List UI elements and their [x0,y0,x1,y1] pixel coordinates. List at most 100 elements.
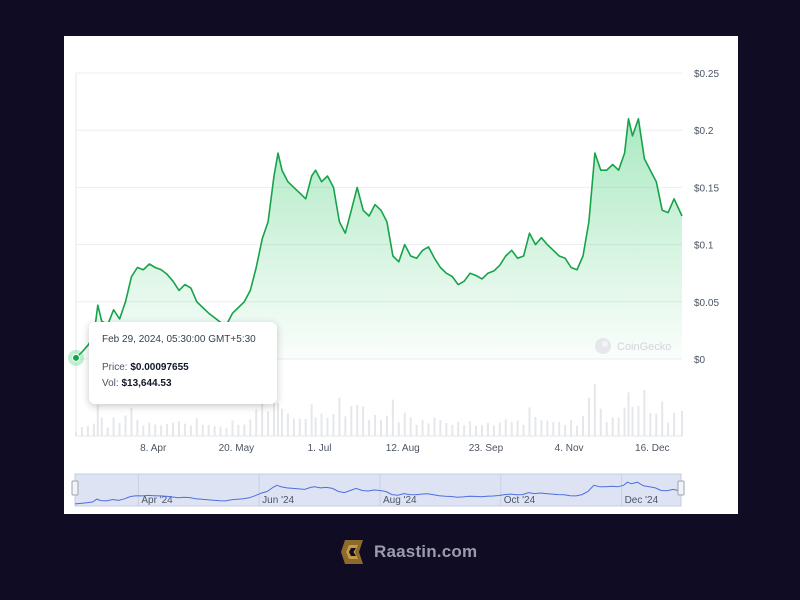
volume-bar [510,421,513,436]
volume-bar [581,415,584,436]
price-tooltip: Feb 29, 2024, 05:30:00 GMT+5:30 Price: $… [89,322,277,404]
volume-bar [667,422,670,436]
tooltip-date: Feb 29, 2024, 05:30:00 GMT+5:30 [102,334,256,345]
volume-bar [409,417,412,436]
navigator-handle-left[interactable] [71,480,79,496]
volume-bar [445,423,448,436]
volume-bar [286,413,289,436]
volume-bar [439,420,442,436]
volume-bar [475,425,478,436]
raastin-logo-icon [341,540,363,564]
volume-bar [124,415,127,436]
volume-bar [304,419,307,436]
price-line[interactable] [75,118,683,359]
volume-bar [587,397,590,436]
brand-footer: Raastin.com [337,539,477,565]
volume-bar [172,422,175,436]
volume-bar [314,417,317,436]
volume-bar [546,420,549,436]
volume-bar [280,408,283,436]
volume-bar [631,406,634,436]
volume-bar [356,405,359,436]
volume-bar [593,384,596,436]
volume-bar [201,424,204,436]
volume-bar [558,422,561,436]
volume-bar [492,425,495,436]
volume-bar [112,417,115,436]
navigator-label: Dec '24 [625,495,659,506]
volume-bar [427,423,430,436]
volume-bar [177,421,180,436]
volume-bar [338,397,341,436]
tooltip-price-value: $0.00097655 [130,362,189,373]
volume-bar [160,425,163,436]
volume-bar [195,418,198,436]
y-tick-label: $0.05 [694,298,719,309]
volume-bar [564,424,567,436]
volume-bar [249,419,252,436]
volume-bar [661,401,664,436]
range-navigator[interactable]: Apr '24 Jun '24 Aug '24 Oct '24 Dec '24 [71,473,685,507]
volume-bar [655,413,658,436]
volume-bar [75,431,77,436]
x-tick-label: 16. Dec [635,443,669,454]
y-tick-label: $0.2 [694,126,714,137]
volume-bar [415,424,418,436]
volume-bar [118,422,121,436]
volume-bar [277,403,279,436]
volume-bar [332,414,335,436]
x-axis: 8. Apr 20. May 1. Jul 12. Aug 23. Sep 4. Nov 1… [76,435,682,454]
volume-bar [673,412,676,436]
volume-bar [552,421,555,436]
volume-bar [504,419,507,436]
volume-bar [213,426,216,436]
tooltip-vol-value: $13,644.53 [121,378,172,389]
volume-bar [605,422,608,436]
volume-bar [451,424,454,436]
volume-bar [637,405,640,436]
volume-bar [469,421,472,436]
volume-bar [463,425,466,436]
volume-bar [136,420,139,436]
y-axis: $0.25 $0.2 $0.15 $0.1 $0.05 $0 [694,69,719,366]
volume-bar [534,417,537,436]
volume-bar [183,423,186,436]
volume-bar [681,411,683,436]
tooltip-price-label: Price: [102,362,128,373]
volume-bar [106,427,109,436]
coingecko-watermark: CoinGecko [595,338,671,354]
x-tick-label: 23. Sep [469,443,504,454]
navigator-handle-right[interactable] [677,480,685,496]
volume-bar [130,407,133,436]
volume-bar [298,418,301,436]
volume-bar [379,419,382,436]
volume-bar [516,420,519,436]
volume-bar [225,428,228,436]
volume-bar [421,420,424,436]
volume-bar [92,423,95,436]
volume-bar [385,415,388,436]
volume-bar [142,425,145,436]
y-tick-label: $0.25 [694,69,719,80]
price-chart[interactable]: $0.25 $0.2 $0.15 $0.1 $0.05 $0 8. Apr 20. May 1… [64,36,738,514]
volume-bar [100,417,103,436]
volume-bar [350,406,353,436]
volume-bar [154,424,157,436]
y-tick-label: $0 [694,355,706,366]
volume-bar [267,411,270,436]
volume-bar [623,407,626,436]
navigator-label: Apr '24 [141,495,173,506]
volume-bar [310,404,313,436]
volume-bar [219,426,222,436]
volume-bar [255,409,258,436]
volume-bar [96,404,99,436]
navigator-label: Jun '24 [262,495,294,506]
volume-bar [261,403,264,436]
x-tick-label: 8. Apr [140,443,167,454]
volume-bar [649,413,652,436]
volume-bar [189,425,192,436]
volume-bar [617,417,620,436]
volume-bar [540,420,543,436]
volume-bar [643,390,646,436]
watermark-text: CoinGecko [617,341,671,353]
